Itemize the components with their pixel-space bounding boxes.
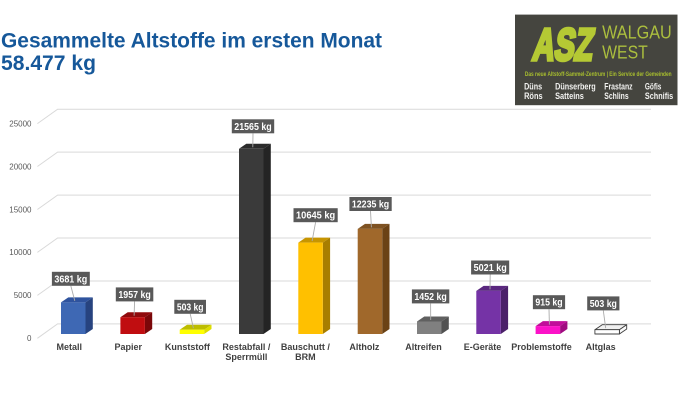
- svg-text:Sperrmüll: Sperrmüll: [225, 352, 267, 362]
- svg-text:503 kg: 503 kg: [590, 299, 617, 310]
- svg-text:1452 kg: 1452 kg: [414, 292, 446, 303]
- svg-text:Altreifen: Altreifen: [405, 342, 442, 352]
- svg-text:12235 kg: 12235 kg: [352, 200, 389, 211]
- svg-text:E-Geräte: E-Geräte: [464, 342, 502, 352]
- svg-text:Altholz: Altholz: [349, 342, 379, 352]
- svg-text:Metall: Metall: [57, 342, 83, 352]
- svg-text:Frastanz: Frastanz: [604, 81, 633, 91]
- svg-text:Bauschutt /: Bauschutt /: [281, 342, 331, 352]
- svg-text:Papier: Papier: [115, 342, 143, 352]
- svg-text:10645 kg: 10645 kg: [296, 211, 335, 222]
- svg-text:25000: 25000: [9, 119, 32, 128]
- svg-text:Gesammelte Altstoffe im ersten: Gesammelte Altstoffe im ersten Monat: [1, 30, 382, 53]
- svg-text:ASZ: ASZ: [530, 19, 598, 70]
- svg-text:915 kg: 915 kg: [535, 298, 562, 309]
- svg-text:3681 kg: 3681 kg: [54, 274, 87, 285]
- svg-text:5021 kg: 5021 kg: [474, 263, 507, 274]
- svg-text:Restabfall /: Restabfall /: [222, 342, 271, 352]
- svg-text:58.477 kg: 58.477 kg: [1, 52, 96, 75]
- svg-text:21565 kg: 21565 kg: [234, 122, 271, 133]
- svg-text:Göfis: Göfis: [645, 81, 662, 91]
- svg-text:Schnifis: Schnifis: [645, 91, 673, 101]
- svg-text:WEST: WEST: [602, 43, 648, 63]
- svg-text:0: 0: [27, 334, 32, 343]
- svg-text:BRM: BRM: [295, 352, 316, 362]
- svg-text:Dünserberg: Dünserberg: [555, 81, 596, 91]
- svg-text:5000: 5000: [14, 291, 32, 300]
- svg-text:20000: 20000: [9, 162, 32, 171]
- svg-text:WALGAU: WALGAU: [602, 23, 672, 43]
- svg-text:Problemstoffe: Problemstoffe: [511, 342, 572, 352]
- svg-text:Düns: Düns: [524, 81, 542, 91]
- svg-text:15000: 15000: [9, 205, 32, 214]
- svg-text:Röns: Röns: [524, 91, 543, 101]
- svg-text:Satteins: Satteins: [555, 91, 584, 101]
- svg-text:Kunststoff: Kunststoff: [165, 342, 211, 352]
- svg-text:10000: 10000: [9, 248, 32, 257]
- svg-text:Altglas: Altglas: [586, 342, 616, 352]
- svg-text:1957 kg: 1957 kg: [118, 290, 151, 301]
- svg-text:503 kg: 503 kg: [177, 302, 204, 313]
- svg-text:Schlins: Schlins: [604, 91, 628, 101]
- svg-text:Das neue Altstoff-Sammel-Zentr: Das neue Altstoff-Sammel-Zentrum | Ein S…: [525, 71, 672, 78]
